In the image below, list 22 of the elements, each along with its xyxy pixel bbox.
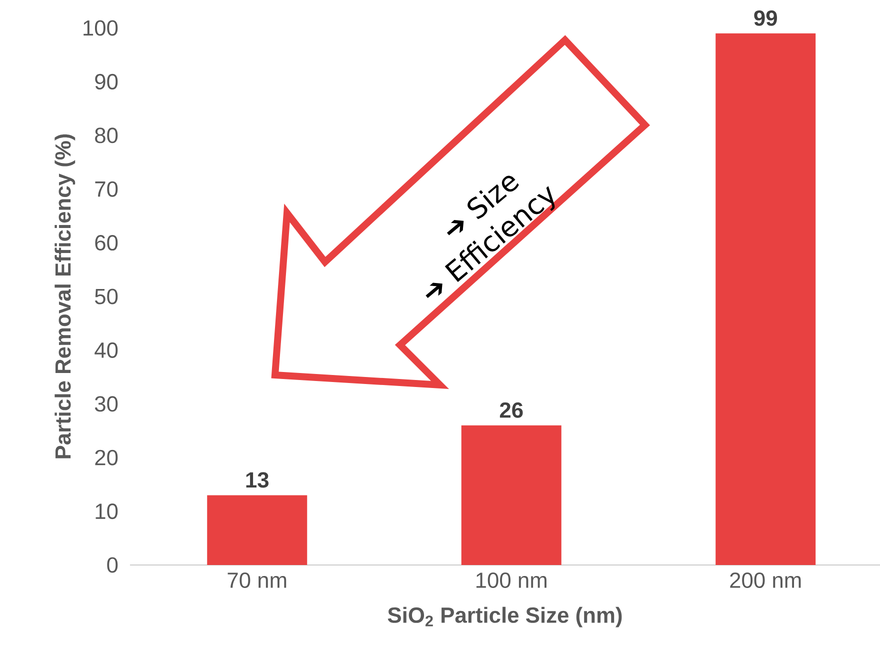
y-tick-label: 30 — [94, 396, 118, 412]
y-tick-label: 0 — [107, 557, 118, 573]
x-axis-title: SiO$_{2}$ Particle Size (nm) — [388, 606, 622, 628]
y-tick-label: 10 — [96, 504, 118, 520]
bar — [716, 33, 816, 565]
data-label: 13 — [246, 472, 269, 488]
bar — [207, 495, 308, 565]
y-tick-label: 80 — [95, 128, 118, 144]
x-tick-label: 70 nm — [228, 572, 286, 588]
y-tick-label: 40 — [94, 342, 118, 358]
y-axis-title: Particle Removal Efficiency (%) — [54, 134, 76, 458]
data-label: 99 — [754, 10, 777, 26]
y-tick-label: 50 — [94, 288, 118, 304]
y-tick-label: 20 — [95, 450, 118, 466]
bar — [461, 425, 562, 565]
x-tick-label: 200 nm — [730, 572, 801, 588]
y-tick-label: 100 — [84, 20, 118, 36]
x-tick-label: 100 nm — [476, 572, 546, 588]
y-tick-label: 90 — [95, 74, 118, 90]
y-tick-label: 60 — [95, 235, 118, 251]
data-label: 26 — [500, 402, 523, 418]
y-tick-label: 70 — [95, 181, 118, 197]
